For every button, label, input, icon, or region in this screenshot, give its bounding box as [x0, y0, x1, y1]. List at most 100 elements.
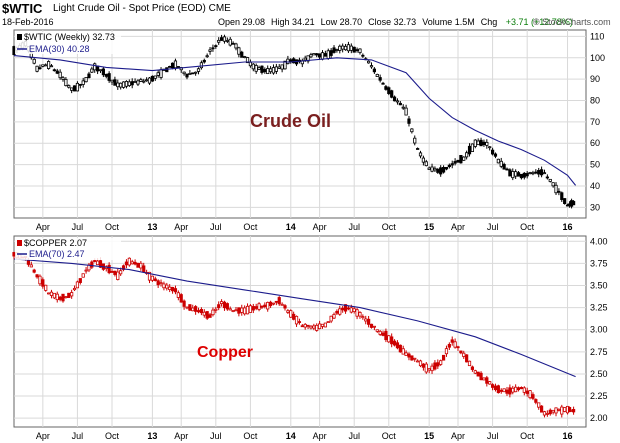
candle-body	[176, 292, 180, 298]
candle-body	[323, 322, 327, 328]
candle-body	[130, 261, 134, 265]
candle-body	[421, 157, 425, 163]
y-tick-label: 2.00	[590, 413, 608, 423]
candle-body	[418, 360, 423, 367]
candle-body	[142, 265, 146, 273]
candle-body	[542, 411, 547, 416]
candle-body	[395, 100, 400, 103]
candle-body	[323, 53, 327, 57]
candle-body	[384, 86, 388, 90]
candle-body	[176, 66, 180, 68]
candle-body	[46, 61, 51, 69]
candle-body	[450, 163, 454, 166]
candle-body	[338, 308, 342, 315]
x-tick-label: Apr	[174, 222, 188, 232]
candle-body	[390, 336, 394, 345]
candle-body	[447, 343, 451, 348]
candle-body	[234, 309, 238, 312]
candle-body	[444, 166, 449, 170]
candle-body	[90, 68, 94, 73]
candle-body	[453, 341, 457, 348]
candle-body	[303, 57, 307, 61]
candle-body	[545, 176, 549, 179]
candle-body	[572, 409, 576, 413]
candle-body	[55, 293, 59, 301]
candle-body	[467, 360, 472, 367]
candle-body	[306, 324, 310, 327]
candle-body	[211, 309, 215, 316]
candle-body	[493, 385, 498, 391]
candle-body	[430, 365, 434, 372]
candle-body	[534, 399, 538, 403]
candle-body	[537, 402, 541, 408]
candle-body	[64, 79, 68, 87]
high-value: High 34.21	[271, 17, 315, 27]
candle-body	[309, 325, 313, 329]
y-tick-label: 2.75	[590, 347, 608, 357]
candle-body	[208, 49, 212, 52]
candle-body	[343, 45, 348, 51]
candle-body	[572, 201, 576, 206]
candle-body	[211, 47, 215, 50]
candle-body	[41, 64, 45, 67]
candle-body	[462, 352, 466, 357]
candle-body	[473, 370, 477, 374]
candle-body	[522, 387, 526, 393]
candle-body	[341, 307, 345, 311]
candle-body	[147, 77, 152, 84]
candle-body	[191, 307, 195, 312]
candle-body	[168, 66, 172, 68]
candle-body	[116, 82, 120, 88]
candle-body	[12, 252, 16, 257]
candle-body	[153, 278, 157, 281]
candle-body	[277, 297, 281, 305]
candle-body	[84, 269, 88, 272]
candle-body	[364, 318, 368, 322]
candle-body	[156, 72, 160, 76]
candle-body	[116, 271, 120, 280]
candle-body	[205, 55, 209, 58]
candle-body	[514, 386, 518, 393]
candle-body	[133, 261, 137, 265]
candle-body	[418, 152, 423, 157]
candle-body	[188, 304, 192, 311]
candle-body	[398, 102, 402, 106]
y-tick-label: 40	[590, 181, 600, 191]
x-tick-label: Apr	[36, 431, 50, 441]
candle-body	[214, 45, 218, 48]
candle-body	[450, 339, 454, 343]
x-tick-label: Oct	[520, 222, 535, 232]
candle-body	[456, 346, 460, 349]
candle-body	[194, 306, 198, 312]
candle-body	[548, 409, 552, 415]
candle-body	[240, 51, 244, 58]
candle-body	[482, 377, 486, 381]
candle-body	[392, 340, 397, 346]
candle-body	[107, 73, 111, 81]
candle-body	[35, 65, 39, 72]
candle-body	[219, 301, 224, 304]
candle-body	[104, 73, 108, 77]
y-tick-label: 2.25	[590, 391, 608, 401]
candle-body	[142, 80, 146, 83]
candle-body	[58, 71, 62, 79]
candle-body	[58, 296, 62, 300]
candle-body	[306, 55, 310, 62]
candle-body	[355, 49, 359, 52]
y-tick-label: 30	[590, 202, 600, 212]
candle-body	[465, 152, 469, 158]
x-tick-label: Oct	[105, 222, 120, 232]
x-tick-label: Oct	[243, 222, 258, 232]
candle-body	[96, 260, 100, 266]
candle-body	[84, 77, 88, 83]
candle-body	[372, 325, 376, 328]
legend-background	[15, 32, 121, 54]
candle-body	[312, 325, 316, 329]
candle-body	[493, 153, 498, 157]
candle-body	[421, 363, 425, 368]
candle-body	[511, 171, 515, 179]
candle-body	[531, 172, 535, 175]
candle-body	[228, 308, 232, 311]
candle-body	[381, 332, 385, 336]
candle-body	[473, 139, 477, 147]
